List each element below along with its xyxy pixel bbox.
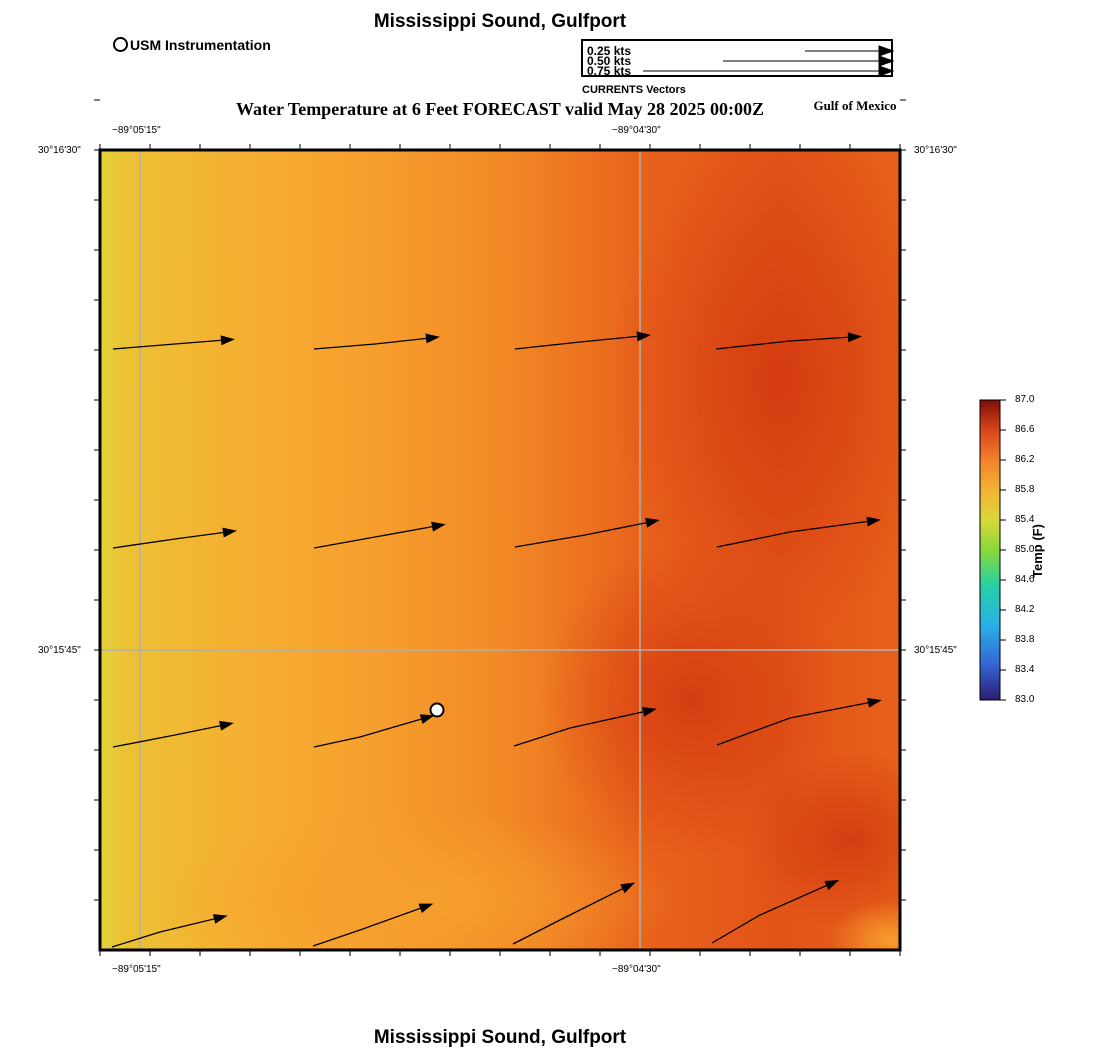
current-vector-head: [645, 517, 660, 528]
current-vector-head: [425, 333, 440, 344]
colorbar-tick-label: 86.6: [1015, 424, 1035, 435]
temperature-field: [100, 150, 900, 950]
vector-scale-arrows: [643, 45, 895, 77]
vector-scale-legend: 0.25 kts 0.50 kts 0.75 kts: [581, 39, 895, 78]
station-legend: USM Instrumentation: [113, 37, 271, 53]
vector-scale-075: 0.75 kts: [587, 64, 632, 78]
lon-label-bottom-1: −89°05'15": [112, 964, 161, 975]
current-vector-head: [642, 706, 657, 717]
current-vector: [112, 724, 225, 748]
lon-label-top-2: −89°04'30": [612, 125, 661, 136]
current-vector: [711, 883, 831, 944]
map-subtitle: Water Temperature at 6 Feet FORECAST val…: [236, 99, 764, 119]
colorbar-tick-label: 87.0: [1015, 394, 1035, 405]
current-vector-head: [636, 331, 651, 342]
vector-scale-050: 0.50 kts: [587, 54, 632, 68]
colorbar-tick-label: 84.2: [1015, 604, 1035, 615]
current-vector: [716, 520, 872, 548]
current-vector-head: [418, 903, 434, 914]
colorbar-tick-label: 86.2: [1015, 454, 1035, 465]
station-marker[interactable]: [429, 702, 445, 718]
current-vector-head: [431, 521, 446, 532]
current-vector: [512, 886, 627, 945]
current-vectors: [111, 335, 873, 948]
current-vector-head: [867, 697, 882, 708]
current-vector-head: [220, 335, 235, 346]
colorbar-tick-label: 83.8: [1015, 634, 1035, 645]
region-label: Gulf of Mexico: [813, 98, 897, 113]
colorbar-tick-label: 83.0: [1015, 694, 1035, 705]
current-vector: [513, 710, 648, 747]
vector-scale-025: 0.25 kts: [587, 44, 632, 58]
lon-label-top-1: −89°05'15": [112, 125, 161, 136]
colorbar-tick-label: 84.6: [1015, 574, 1035, 585]
colorbar-tick-label: 83.4: [1015, 664, 1035, 675]
current-vector-head: [866, 516, 881, 527]
current-vector-head: [419, 714, 435, 724]
current-vector-head: [219, 720, 234, 731]
map-title: Mississippi Sound, Gulfport: [373, 11, 627, 32]
current-vector: [715, 336, 853, 350]
colorbar-tick-label: 85.8: [1015, 484, 1035, 495]
lat-label-right-2: 30°15'45": [914, 645, 957, 656]
current-vector: [514, 335, 642, 350]
vector-caption: CURRENTS Vectors: [582, 84, 686, 96]
current-vector: [312, 906, 425, 947]
current-vector: [112, 531, 228, 549]
current-vector: [112, 339, 226, 350]
station-legend-label: USM Instrumentation: [130, 37, 271, 53]
current-vector: [313, 717, 426, 748]
current-vector: [111, 917, 219, 948]
station-marker-icon: [113, 37, 128, 52]
lat-label-left-2: 30°15'45": [38, 645, 81, 656]
graticule: [100, 150, 900, 950]
current-vector-head: [847, 332, 862, 343]
frame-ticks: [94, 99, 906, 956]
colorbar-ticks: [1000, 399, 1006, 701]
current-vector-heads: [212, 331, 882, 924]
current-vector: [514, 521, 651, 548]
colorbar: [979, 399, 1001, 701]
current-vector: [716, 701, 873, 746]
lat-label-right-1: 30°16'30": [914, 145, 957, 156]
lat-label-left-1: 30°16'30": [38, 145, 81, 156]
colorbar-tick-label: 85.4: [1015, 514, 1035, 525]
lon-label-bottom-2: −89°04'30": [612, 964, 661, 975]
colorbar-tick-label: 85.0: [1015, 544, 1035, 555]
colorbar-title: Temp (F): [1030, 524, 1045, 578]
current-vector-head: [212, 914, 228, 924]
current-vector-head: [620, 882, 635, 894]
current-vector: [313, 525, 437, 549]
current-vector-head: [222, 527, 237, 538]
current-vector-head: [824, 879, 840, 891]
current-vector: [313, 337, 431, 350]
footer-title: Mississippi Sound, Gulfport: [373, 1027, 627, 1048]
